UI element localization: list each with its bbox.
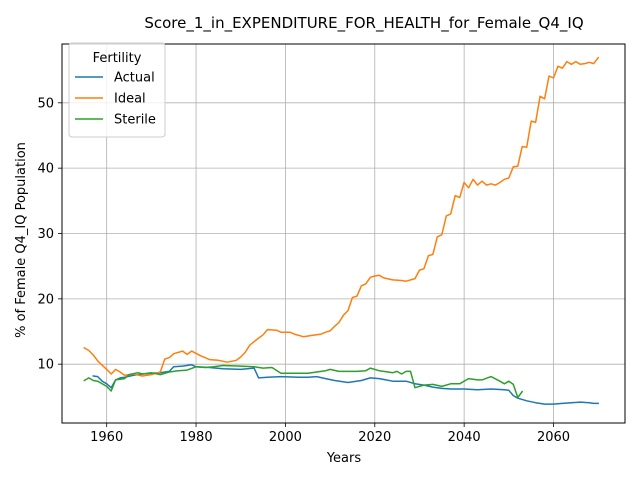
y-tick-label: 20 [37,292,54,307]
y-tick-label: 40 [37,162,54,177]
y-tick-label: 30 [37,227,54,242]
legend-label-sterile: Sterile [114,113,156,128]
x-tick-label: 1980 [180,430,213,445]
series-line-ideal [83,56,600,377]
y-tick-label: 10 [37,358,54,373]
legend-box [68,42,166,138]
y-axis: 10 20 30 40 50 [37,96,62,373]
x-tick-label: 2040 [448,430,481,445]
y-axis-label: % of Female Q4_IQ Population [14,142,29,338]
legend-label-actual: Actual [114,71,155,86]
legend-title: Fertility [93,51,142,66]
x-tick-label: 1960 [90,430,123,445]
y-tick-label: 50 [37,96,54,111]
x-tick-label: 2000 [269,430,302,445]
series-layer [83,56,600,405]
x-axis: 1960 1980 2000 2020 2040 2060 [90,423,570,445]
chart-title: Score_1_in_EXPENDITURE_FOR_HEALTH_for_Fe… [144,14,583,33]
legend: Fertility Actual Ideal Sterile [68,42,166,138]
x-axis-label: Years [326,451,362,466]
grid [62,44,625,423]
x-tick-label: 2060 [537,430,570,445]
series-line-sterile [83,364,524,399]
x-tick-label: 2020 [358,430,391,445]
legend-label-ideal: Ideal [114,92,146,107]
